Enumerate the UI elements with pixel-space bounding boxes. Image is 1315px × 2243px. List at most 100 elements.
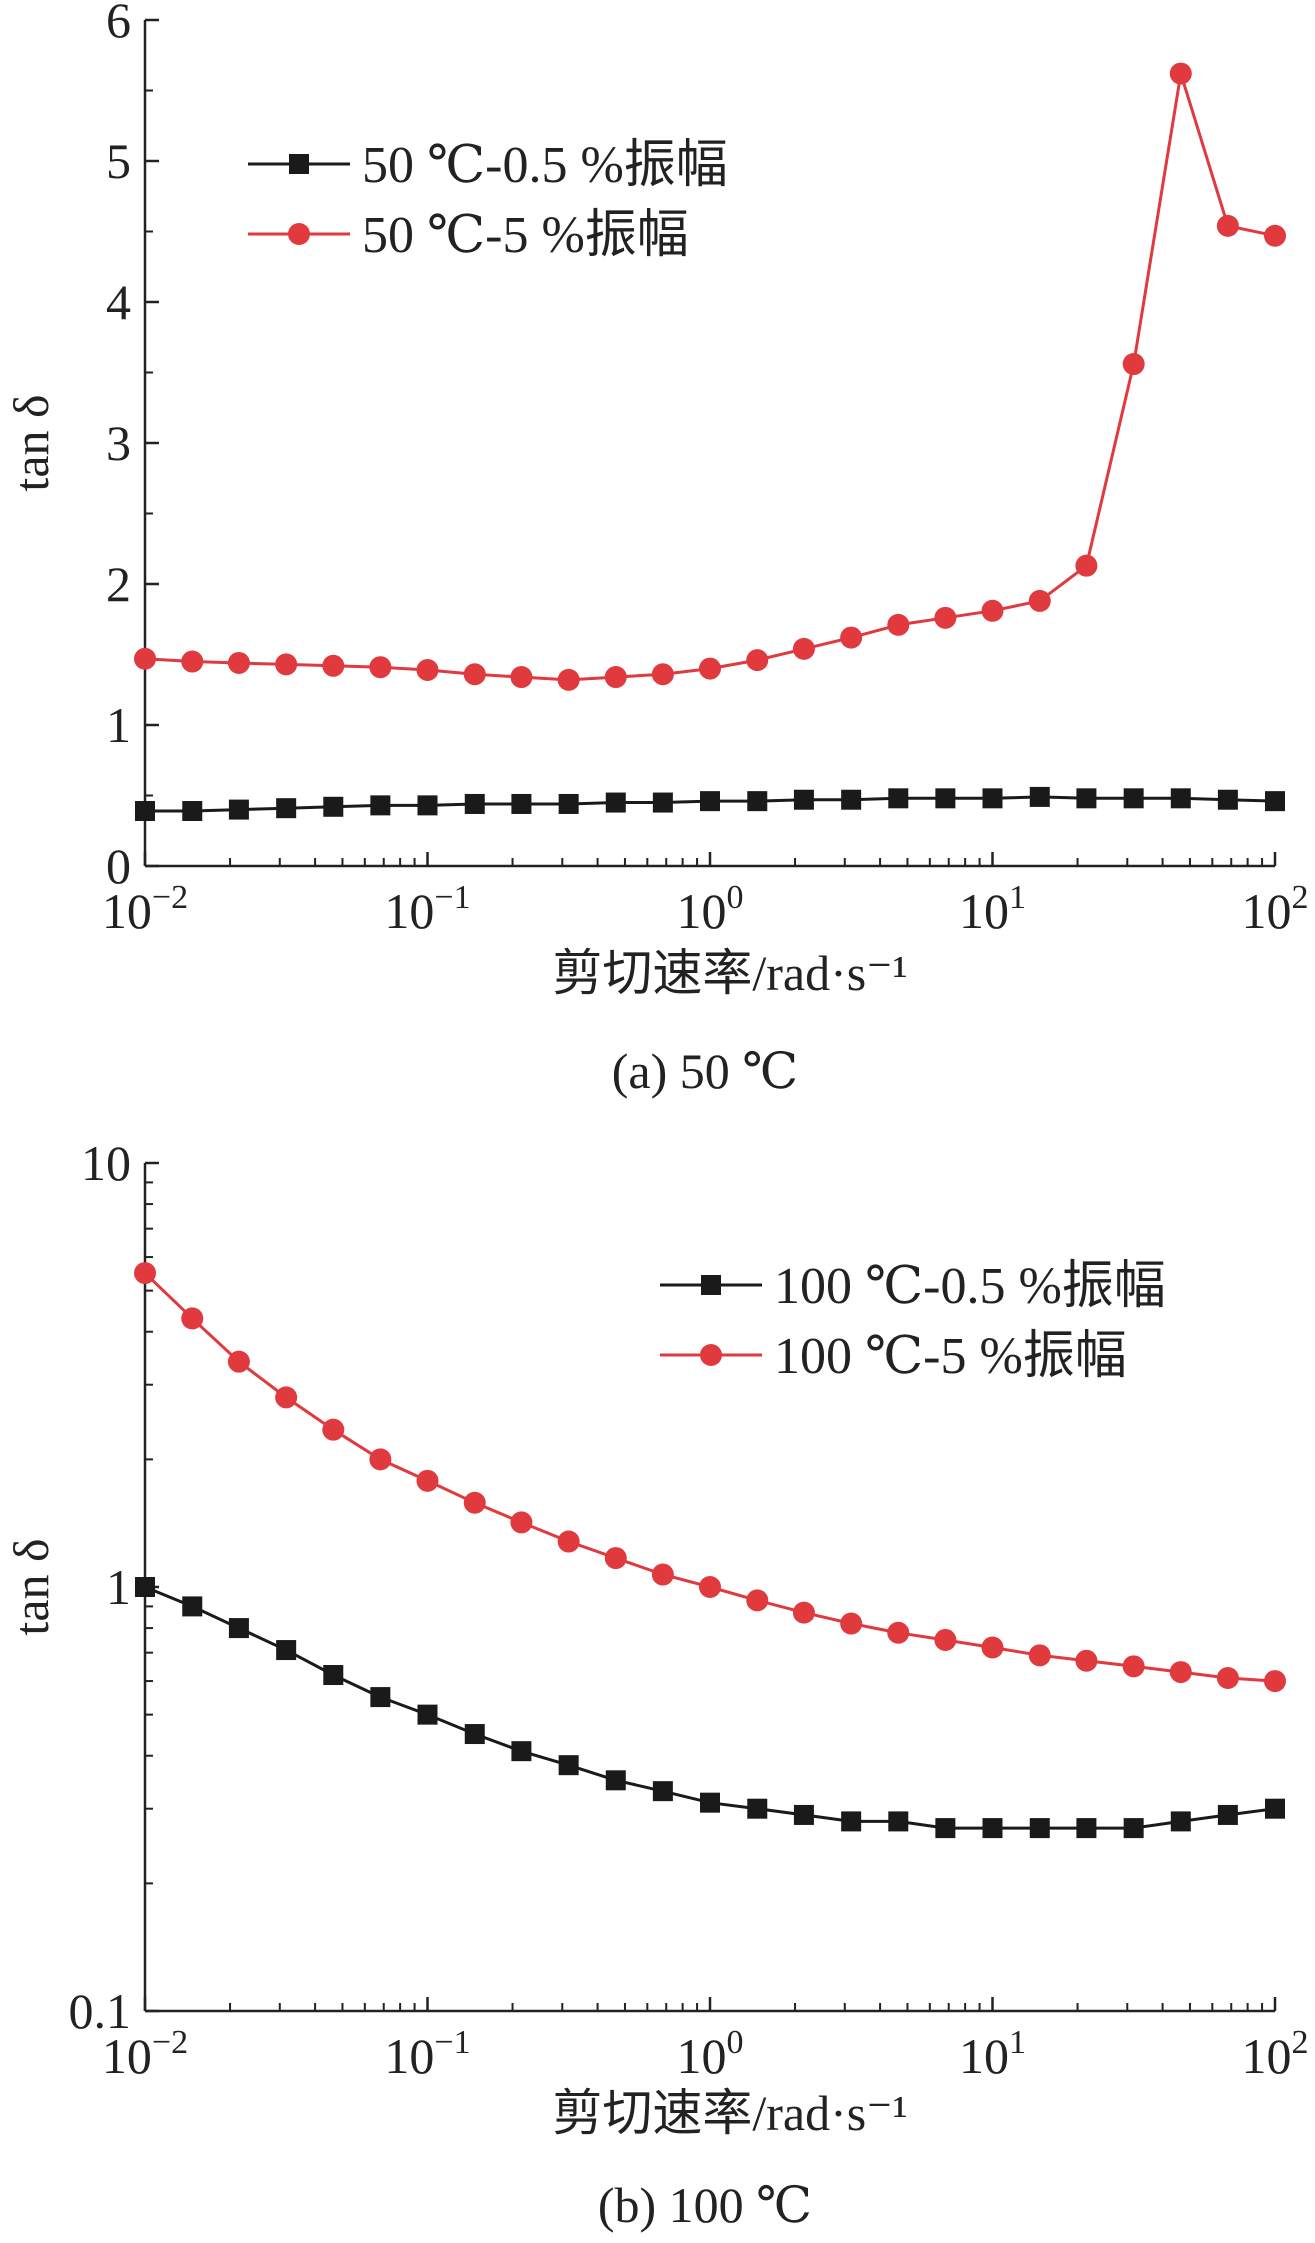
series-1 [135, 786, 1285, 822]
data-point [370, 1687, 391, 1708]
legend-label: 100 ℃-0.5 %振幅 [774, 1258, 1166, 1315]
x-tick-label: 100 [677, 879, 744, 939]
data-point [1075, 1649, 1098, 1672]
data-point [746, 1589, 769, 1612]
data-point [1265, 1798, 1285, 1819]
y-tick-label: 0.1 [69, 1983, 132, 2039]
data-point [276, 1640, 297, 1661]
data-point [228, 799, 249, 820]
data-point [322, 1418, 345, 1441]
legend-entry: 100 ℃-0.5 %振幅 [660, 1258, 1166, 1315]
data-point [840, 1612, 863, 1635]
legend-entry: 50 ℃-0.5 %振幅 [248, 137, 728, 194]
data-point [1028, 589, 1051, 612]
data-point [1123, 788, 1144, 809]
data-point [1029, 786, 1050, 807]
data-point [370, 795, 391, 816]
data-point [227, 1350, 250, 1373]
x-tick-label: 101 [959, 879, 1026, 939]
data-point [135, 1577, 155, 1597]
data-point [888, 788, 909, 809]
data-point [510, 666, 533, 689]
legend-entry: 50 ℃-5 %振幅 [248, 207, 689, 264]
data-point [605, 1770, 626, 1791]
data-point [1216, 214, 1239, 237]
data-point [417, 795, 438, 816]
data-point [792, 1601, 815, 1624]
data-point [841, 789, 862, 810]
data-point [511, 1741, 532, 1762]
data-point [604, 1547, 627, 1570]
data-point [793, 789, 814, 810]
data-point [276, 798, 297, 819]
data-point [887, 1621, 910, 1644]
x-axis-title: 剪切速率/rad·s⁻¹ [552, 945, 907, 1001]
data-point [369, 656, 392, 679]
data-point [1169, 62, 1192, 85]
data-point [793, 1804, 814, 1825]
data-point [1217, 1804, 1238, 1825]
data-point [840, 626, 863, 649]
data-point [275, 1386, 298, 1409]
data-point [135, 801, 155, 822]
series-1 [135, 1577, 1285, 1839]
data-point [1076, 788, 1097, 809]
data-point [1122, 1655, 1145, 1678]
data-point [1217, 789, 1238, 810]
y-tick-label: 4 [106, 274, 131, 330]
data-point [1170, 1811, 1191, 1832]
y-tick-label: 3 [106, 415, 131, 471]
data-point [700, 791, 720, 812]
data-point [134, 647, 156, 670]
data-point [792, 637, 815, 660]
data-point [464, 1724, 485, 1745]
data-point [463, 663, 486, 686]
legend-marker [700, 1344, 722, 1366]
data-point [1123, 1818, 1144, 1839]
x-tick-label: 100 [677, 2024, 744, 2084]
y-tick-label: 10 [81, 1135, 131, 1191]
chart-b: 10−2 10−1 100 101 102 0.1 1 10 tan δ 剪切速率/rad·s⁻¹… [3, 1135, 1309, 2233]
data-point [1264, 1670, 1286, 1693]
data-point [464, 793, 485, 814]
data-point [699, 1576, 721, 1598]
x-axis-title: 剪切速率/rad·s⁻¹ [552, 2085, 907, 2141]
data-point [1122, 353, 1145, 376]
data-point [181, 1307, 204, 1330]
data-point [700, 1792, 720, 1813]
data-point [322, 654, 345, 677]
series-2 [134, 62, 1286, 691]
data-point [652, 792, 673, 813]
data-point [511, 793, 532, 814]
data-point [463, 1491, 486, 1514]
data-point [1076, 1818, 1097, 1839]
data-point [369, 1448, 392, 1471]
data-point [651, 663, 674, 686]
data-point [558, 1755, 579, 1776]
y-axis-title: tan δ [3, 394, 59, 491]
data-point [935, 788, 956, 809]
legend-marker [289, 154, 309, 174]
data-point [746, 649, 769, 672]
data-point [557, 1530, 580, 1553]
data-point [227, 651, 250, 674]
data-point [1028, 1644, 1051, 1667]
data-point [181, 650, 204, 673]
legend-label: 50 ℃-0.5 %振幅 [362, 137, 728, 194]
series-line [144, 1585, 1276, 1830]
data-point [699, 657, 721, 680]
x-tick-label: 101 [959, 2024, 1026, 2084]
x-tick-label: 10−1 [384, 2024, 470, 2084]
data-point [935, 1818, 956, 1839]
data-point [1265, 791, 1285, 812]
data-point [747, 1798, 768, 1819]
data-point [841, 1811, 862, 1832]
data-point [1029, 1818, 1050, 1839]
data-point [557, 668, 580, 691]
data-point [887, 613, 910, 636]
series-2 [134, 1262, 1286, 1693]
data-point [182, 1596, 203, 1617]
data-point [1216, 1667, 1239, 1690]
data-point [1264, 224, 1286, 247]
